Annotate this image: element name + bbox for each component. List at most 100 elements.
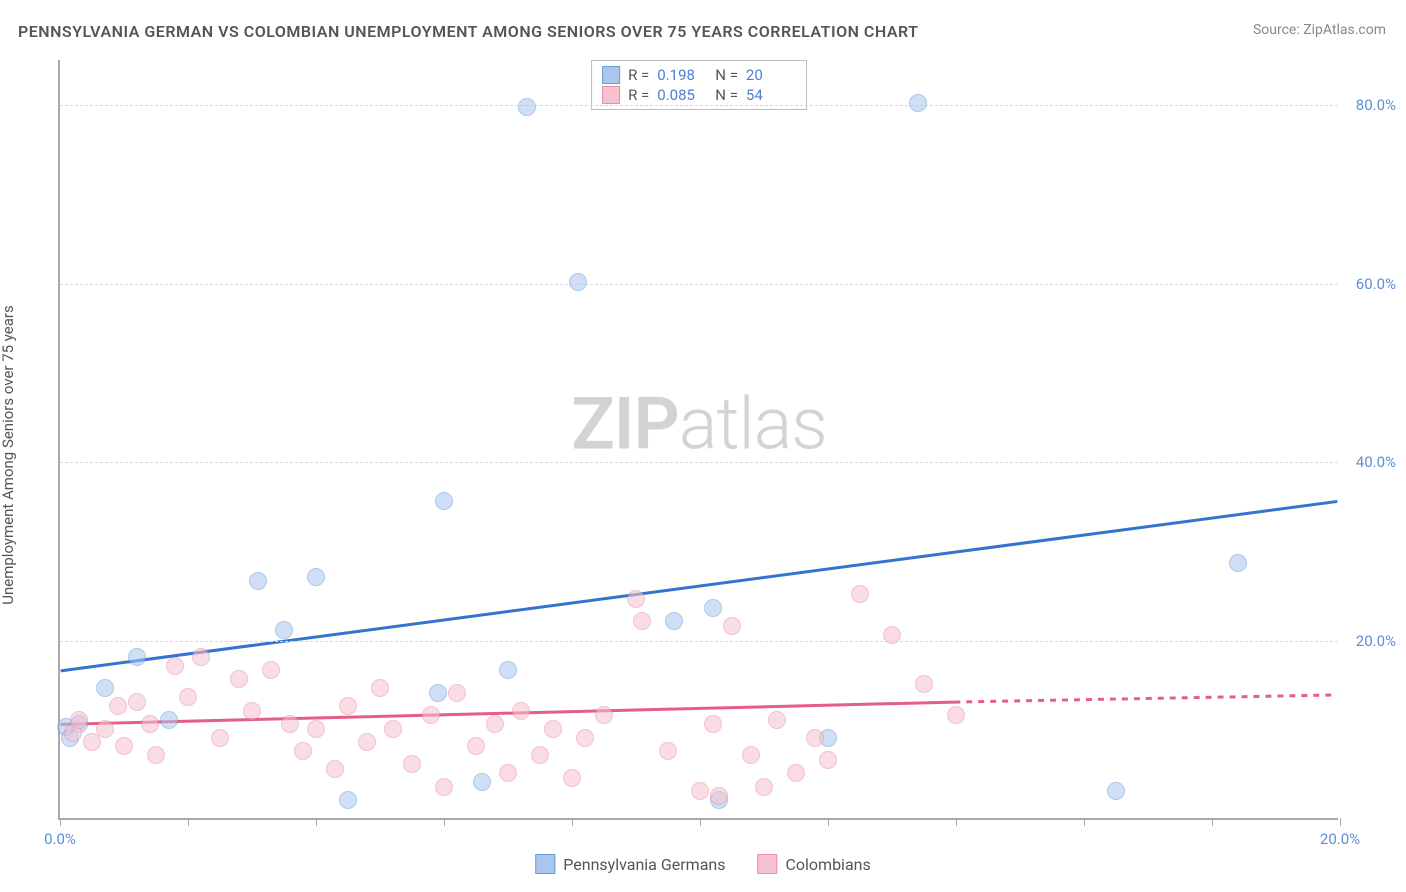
scatter-point-colombian <box>384 720 402 738</box>
stats-n-label: N = <box>715 66 738 84</box>
scatter-point-colombian <box>147 746 165 764</box>
bottom-legend: Pennsylvania Germans Colombians <box>535 854 871 874</box>
scatter-point-colombian <box>633 612 651 630</box>
scatter-point-pa_german <box>473 773 491 791</box>
scatter-point-colombian <box>768 711 786 729</box>
scatter-point-colombian <box>281 715 299 733</box>
legend-item-colombian: Colombians <box>757 854 870 874</box>
source-label: Source: ZipAtlas.com <box>1253 22 1386 38</box>
scatter-point-pa_german <box>1107 782 1125 800</box>
x-tick <box>444 818 445 826</box>
scatter-point-colombian <box>448 684 466 702</box>
scatter-point-colombian <box>403 755 421 773</box>
scatter-point-colombian <box>512 702 530 720</box>
x-tick <box>1340 818 1341 826</box>
scatter-point-colombian <box>787 764 805 782</box>
legend-label: Colombians <box>785 855 870 874</box>
scatter-point-colombian <box>704 715 722 733</box>
scatter-point-colombian <box>192 648 210 666</box>
x-tick <box>956 818 957 826</box>
scatter-point-colombian <box>115 737 133 755</box>
scatter-point-pa_german <box>909 94 927 112</box>
scatter-point-colombian <box>627 590 645 608</box>
x-tick-label: 20.0% <box>1320 830 1360 848</box>
stats-swatch <box>602 86 620 104</box>
scatter-point-colombian <box>128 693 146 711</box>
scatter-point-colombian <box>339 697 357 715</box>
scatter-point-colombian <box>576 729 594 747</box>
y-tick-label: 60.0% <box>1356 275 1396 293</box>
scatter-point-colombian <box>179 688 197 706</box>
x-tick <box>1212 818 1213 826</box>
scatter-point-colombian <box>262 661 280 679</box>
scatter-point-colombian <box>806 729 824 747</box>
stats-r-value: 0.085 <box>657 86 707 104</box>
scatter-point-pa_german <box>435 492 453 510</box>
scatter-point-colombian <box>307 720 325 738</box>
x-tick <box>572 818 573 826</box>
scatter-point-colombian <box>883 626 901 644</box>
scatter-point-pa_german <box>704 599 722 617</box>
x-tick-label: 0.0% <box>44 830 76 848</box>
scatter-point-pa_german <box>160 711 178 729</box>
gridline <box>60 641 1338 642</box>
scatter-point-colombian <box>211 729 229 747</box>
scatter-point-colombian <box>230 670 248 688</box>
scatter-point-colombian <box>742 746 760 764</box>
y-tick-label: 40.0% <box>1356 453 1396 471</box>
scatter-point-pa_german <box>128 648 146 666</box>
stats-swatch <box>602 66 620 84</box>
scatter-point-pa_german <box>96 679 114 697</box>
scatter-point-colombian <box>947 706 965 724</box>
x-tick <box>700 818 701 826</box>
legend-label: Pennsylvania Germans <box>563 855 725 874</box>
stats-row-pa_german: R = 0.198 N = 20 <box>602 65 796 85</box>
scatter-point-pa_german <box>249 572 267 590</box>
gridline <box>60 284 1338 285</box>
stats-r-value: 0.198 <box>657 66 707 84</box>
x-tick <box>188 818 189 826</box>
x-tick <box>1084 818 1085 826</box>
scatter-point-colombian <box>723 617 741 635</box>
scatter-point-colombian <box>243 702 261 720</box>
scatter-point-colombian <box>422 706 440 724</box>
scatter-point-colombian <box>166 657 184 675</box>
legend-swatch <box>535 854 555 874</box>
scatter-point-colombian <box>326 760 344 778</box>
chart-title: PENNSYLVANIA GERMAN VS COLOMBIAN UNEMPLO… <box>18 22 919 41</box>
scatter-point-colombian <box>358 733 376 751</box>
scatter-point-colombian <box>544 720 562 738</box>
gridline <box>60 105 1338 106</box>
scatter-point-colombian <box>710 787 728 805</box>
scatter-point-pa_german <box>518 98 536 116</box>
x-tick <box>60 818 61 826</box>
x-tick <box>316 818 317 826</box>
trend-line <box>954 695 1337 702</box>
chart-container: PENNSYLVANIA GERMAN VS COLOMBIAN UNEMPLO… <box>0 0 1406 892</box>
y-axis-label: Unemployment Among Seniors over 75 years <box>0 305 17 604</box>
trend-line <box>61 702 955 724</box>
legend-swatch <box>757 854 777 874</box>
scatter-point-colombian <box>595 706 613 724</box>
scatter-point-colombian <box>563 769 581 787</box>
scatter-point-colombian <box>109 697 127 715</box>
scatter-point-colombian <box>819 751 837 769</box>
stats-r-label: R = <box>628 66 649 84</box>
correlation-stats-box: R = 0.198 N = 20R = 0.085 N = 54 <box>591 60 807 110</box>
scatter-point-colombian <box>531 746 549 764</box>
scatter-point-colombian <box>141 715 159 733</box>
stats-n-value: 20 <box>746 66 796 84</box>
scatter-point-colombian <box>70 711 88 729</box>
scatter-point-colombian <box>691 782 709 800</box>
scatter-point-pa_german <box>339 791 357 809</box>
gridline <box>60 462 1338 463</box>
scatter-point-colombian <box>499 764 517 782</box>
plot-area: ZIPatlas R =0.198N =20R =0.085N =54 20.0… <box>58 60 1338 820</box>
scatter-point-colombian <box>467 737 485 755</box>
stats-r-label: R = <box>628 86 649 104</box>
scatter-point-colombian <box>294 742 312 760</box>
stats-n-value: 54 <box>746 86 796 104</box>
scatter-point-colombian <box>486 715 504 733</box>
stats-row-colombian: R =0.085N =54 <box>602 85 796 105</box>
scatter-point-colombian <box>915 675 933 693</box>
